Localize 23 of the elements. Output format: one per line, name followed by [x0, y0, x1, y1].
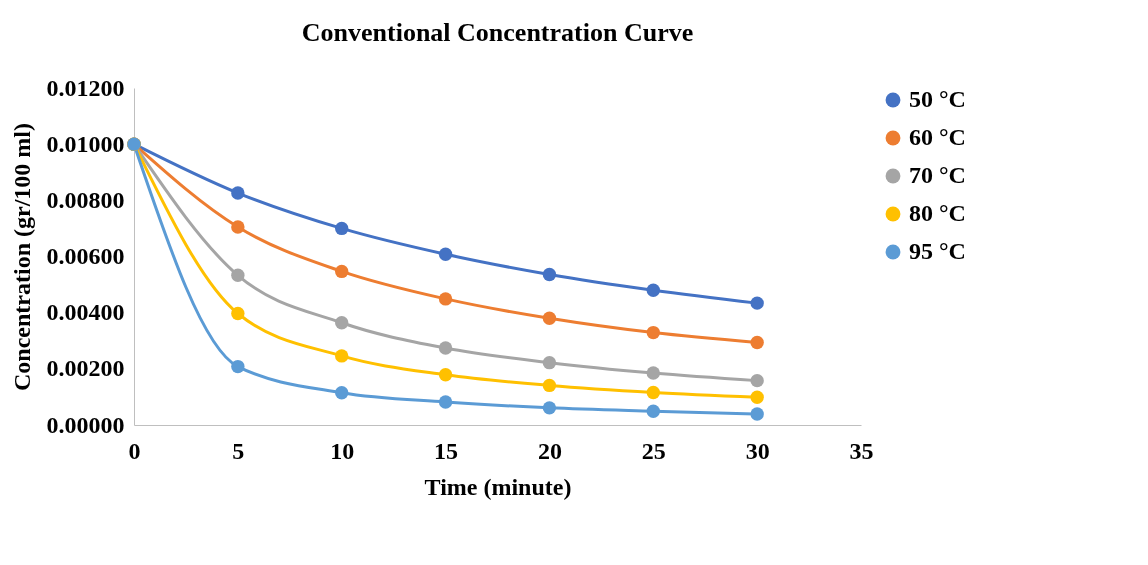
x-tick-label: 15 — [434, 437, 459, 464]
legend-label: 80 °C — [909, 200, 966, 226]
x-tick-label: 5 — [232, 437, 245, 464]
y-tick-label: 0.00400 — [46, 299, 125, 326]
x-tick-label: 30 — [745, 437, 770, 464]
y-tick-label: 0.00600 — [46, 243, 125, 269]
legend-label: 95 °C — [909, 238, 966, 264]
legend-label: 50 °C — [909, 86, 966, 112]
y-tick-label: 0.00200 — [46, 355, 125, 382]
chart-title: Conventional Concentration Curve — [301, 18, 694, 47]
x-tick-label: 0 — [128, 437, 141, 464]
x-tick-label: 25 — [641, 437, 666, 464]
x-tick-label: 10 — [330, 437, 355, 464]
x-axis-title: Time (minute) — [424, 473, 572, 500]
y-tick-label: 0.01200 — [46, 74, 125, 101]
legend-label: 70 °C — [909, 162, 966, 188]
y-tick-label: 0.00000 — [46, 411, 125, 438]
x-tick-label: 20 — [537, 437, 562, 464]
y-tick-label: 0.00800 — [46, 186, 125, 213]
y-axis-title: Concentration (gr/100 ml) — [8, 123, 35, 391]
legend-label: 60 °C — [909, 124, 966, 150]
y-tick-label: 0.01000 — [46, 130, 125, 157]
x-tick-label: 35 — [849, 437, 874, 464]
